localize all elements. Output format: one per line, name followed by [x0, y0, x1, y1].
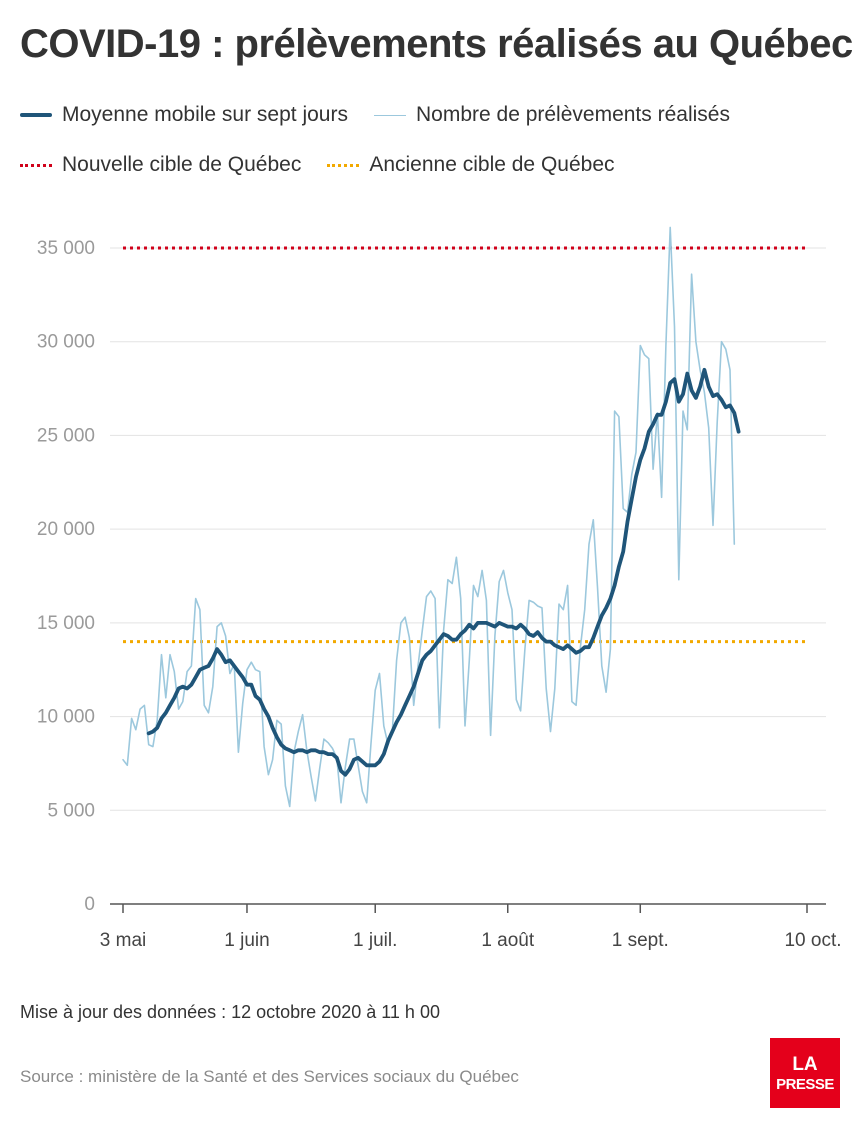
- legend-label-daily: Nombre de prélèvements réalisés: [415, 103, 730, 126]
- y-tick-label: 20 000: [37, 519, 95, 540]
- series-line-daily: [122, 226, 736, 808]
- update-note: Mise à jour des données : 12 octobre 202…: [20, 1002, 440, 1022]
- x-tick-label: 1 juin: [224, 930, 269, 951]
- logo-line-2: PRESSE: [776, 1075, 834, 1093]
- legend-swatch-new-target: [20, 163, 52, 167]
- y-tick-label: 5 000: [47, 800, 95, 821]
- x-tick-label: 1 sept.: [612, 930, 669, 951]
- y-tick-label: 25 000: [37, 425, 95, 446]
- legend-item-moving-average: Moyenne mobile sur sept jours: [20, 103, 348, 127]
- x-tick-label: 3 mai: [100, 930, 146, 951]
- y-tick-label: 0: [84, 894, 95, 915]
- legend-swatch-old-target: [327, 163, 360, 167]
- x-tick-label: 1 août: [481, 930, 535, 951]
- legend-swatch-moving-average: [20, 113, 52, 117]
- y-tick-label: 15 000: [37, 613, 95, 634]
- la-presse-logo: LA PRESSE: [770, 1038, 840, 1108]
- line-chart: 0 5 000 10 000 15 000 20 000 25 000 30 000 35 0…: [37, 226, 842, 951]
- y-tick-label: 35 000: [37, 238, 95, 259]
- logo-line-1: LA: [792, 1053, 818, 1075]
- legend-item-new-target: Nouvelle cible de Québec: [20, 153, 301, 177]
- legend-swatch-daily: [373, 114, 406, 116]
- legend-item-daily: Nombre de prélèvements réalisés: [373, 103, 730, 127]
- x-tick-label: 1 juil.: [353, 930, 397, 951]
- y-tick-label: 10 000: [37, 707, 95, 728]
- y-tick-label: 30 000: [37, 332, 95, 353]
- series-line-moving-average: [146, 367, 741, 777]
- legend-row-1: Moyenne mobile sur sept jours Nombre de …: [20, 100, 756, 130]
- legend-label-old-target: Ancienne cible de Québec: [369, 153, 615, 176]
- x-tick-label: 10 oct.: [784, 930, 841, 951]
- legend-label-new-target: Nouvelle cible de Québec: [62, 153, 302, 176]
- legend-label-moving-average: Moyenne mobile sur sept jours: [62, 103, 348, 126]
- legend-item-old-target: Ancienne cible de Québec: [327, 153, 615, 177]
- legend-row-2: Nouvelle cible de Québec Ancienne cible …: [20, 150, 641, 180]
- page-title: COVID-19 : prélèvements réalisés au Québ…: [20, 22, 853, 66]
- source-note: Source : ministère de la Santé et des Se…: [20, 1067, 519, 1086]
